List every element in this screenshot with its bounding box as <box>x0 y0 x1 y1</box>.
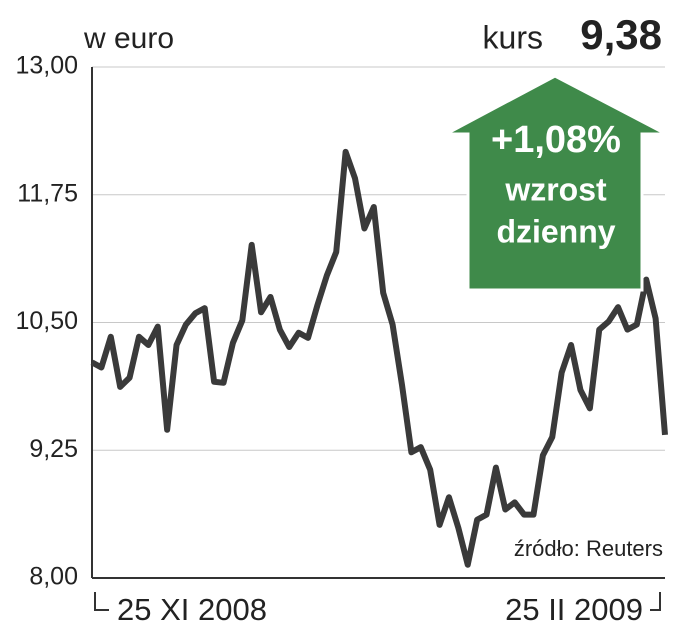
y-tick-label: 8,00 <box>29 563 78 591</box>
change-text: wzrost <box>504 171 607 207</box>
x-bracket <box>650 592 661 611</box>
x-tick-label: 25 II 2009 <box>505 592 643 627</box>
x-tick-label: 25 XI 2008 <box>117 592 267 627</box>
y-tick-label: 10,50 <box>15 307 78 335</box>
x-bracket <box>94 592 109 611</box>
price-label: kurs <box>483 19 543 55</box>
y-tick-label: 11,75 <box>17 179 78 207</box>
price: 9,38 <box>580 11 662 58</box>
y-tick-label: 13,00 <box>15 52 78 80</box>
y-tick-label: 9,25 <box>29 435 78 463</box>
change-text: dzienny <box>496 213 615 249</box>
source: źródło: Reuters <box>514 536 663 561</box>
arrow <box>445 74 667 292</box>
y-axis-label: w euro <box>83 22 174 55</box>
change-value: +1,08% <box>491 119 621 161</box>
price-line <box>90 148 668 568</box>
